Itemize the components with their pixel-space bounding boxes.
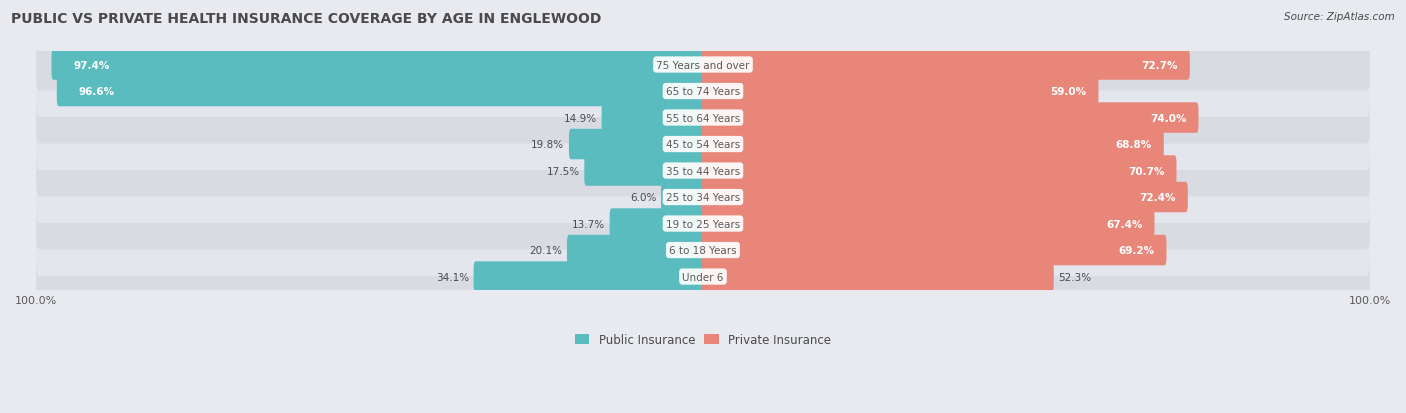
Text: 13.7%: 13.7%: [572, 219, 605, 229]
FancyBboxPatch shape: [37, 119, 1369, 171]
Text: 72.7%: 72.7%: [1142, 60, 1178, 70]
Text: 6.0%: 6.0%: [630, 192, 657, 202]
Text: 52.3%: 52.3%: [1059, 272, 1091, 282]
FancyBboxPatch shape: [585, 156, 704, 186]
Text: 6 to 18 Years: 6 to 18 Years: [669, 245, 737, 255]
FancyBboxPatch shape: [702, 50, 1189, 81]
Text: 70.7%: 70.7%: [1128, 166, 1164, 176]
Text: 59.0%: 59.0%: [1050, 87, 1087, 97]
FancyBboxPatch shape: [37, 40, 1369, 91]
FancyBboxPatch shape: [37, 145, 1369, 197]
Text: 20.1%: 20.1%: [529, 245, 562, 255]
FancyBboxPatch shape: [661, 183, 704, 213]
Text: Source: ZipAtlas.com: Source: ZipAtlas.com: [1284, 12, 1395, 22]
FancyBboxPatch shape: [702, 235, 1167, 266]
Text: 69.2%: 69.2%: [1118, 245, 1154, 255]
Text: 96.6%: 96.6%: [79, 87, 115, 97]
FancyBboxPatch shape: [37, 172, 1369, 223]
FancyBboxPatch shape: [37, 225, 1369, 276]
FancyBboxPatch shape: [702, 183, 1188, 213]
FancyBboxPatch shape: [37, 93, 1369, 144]
Text: 55 to 64 Years: 55 to 64 Years: [666, 113, 740, 123]
FancyBboxPatch shape: [56, 76, 704, 107]
Legend: Public Insurance, Private Insurance: Public Insurance, Private Insurance: [571, 328, 835, 351]
Text: 75 Years and over: 75 Years and over: [657, 60, 749, 70]
FancyBboxPatch shape: [602, 103, 704, 133]
FancyBboxPatch shape: [567, 235, 704, 266]
Text: PUBLIC VS PRIVATE HEALTH INSURANCE COVERAGE BY AGE IN ENGLEWOOD: PUBLIC VS PRIVATE HEALTH INSURANCE COVER…: [11, 12, 602, 26]
FancyBboxPatch shape: [610, 209, 704, 239]
FancyBboxPatch shape: [37, 198, 1369, 250]
FancyBboxPatch shape: [702, 156, 1177, 186]
Text: 97.4%: 97.4%: [73, 60, 110, 70]
FancyBboxPatch shape: [702, 209, 1154, 239]
Text: 65 to 74 Years: 65 to 74 Years: [666, 87, 740, 97]
FancyBboxPatch shape: [702, 129, 1164, 160]
Text: 19 to 25 Years: 19 to 25 Years: [666, 219, 740, 229]
FancyBboxPatch shape: [569, 129, 704, 160]
FancyBboxPatch shape: [702, 262, 1053, 292]
Text: 14.9%: 14.9%: [564, 113, 598, 123]
Text: 45 to 54 Years: 45 to 54 Years: [666, 140, 740, 150]
Text: Under 6: Under 6: [682, 272, 724, 282]
FancyBboxPatch shape: [474, 262, 704, 292]
Text: 74.0%: 74.0%: [1150, 113, 1187, 123]
Text: 25 to 34 Years: 25 to 34 Years: [666, 192, 740, 202]
Text: 34.1%: 34.1%: [436, 272, 470, 282]
Text: 68.8%: 68.8%: [1115, 140, 1152, 150]
Text: 67.4%: 67.4%: [1107, 219, 1143, 229]
Text: 19.8%: 19.8%: [531, 140, 564, 150]
FancyBboxPatch shape: [702, 103, 1198, 133]
Text: 17.5%: 17.5%: [547, 166, 579, 176]
FancyBboxPatch shape: [37, 66, 1369, 118]
Text: 35 to 44 Years: 35 to 44 Years: [666, 166, 740, 176]
FancyBboxPatch shape: [37, 251, 1369, 303]
FancyBboxPatch shape: [702, 76, 1098, 107]
FancyBboxPatch shape: [52, 50, 704, 81]
Text: 72.4%: 72.4%: [1139, 192, 1175, 202]
